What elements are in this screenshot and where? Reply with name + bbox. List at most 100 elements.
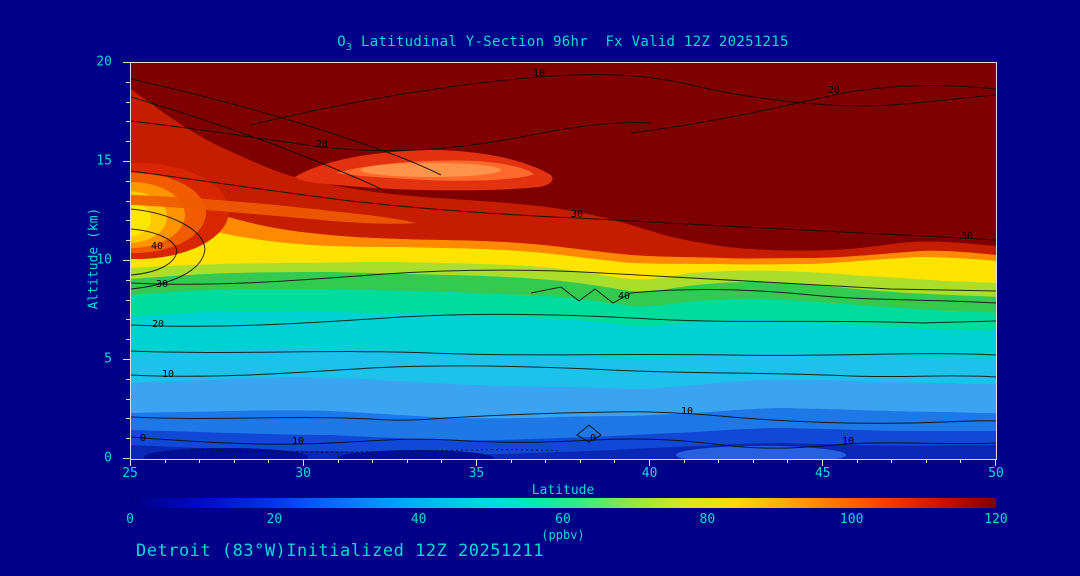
x-tick-mark [510,459,512,463]
x-axis-label: Latitude [531,483,595,498]
y-tick-mark [126,438,130,440]
contour-label: 10 [681,406,693,417]
y-tick-mark [126,319,130,321]
x-tick-mark [476,459,477,466]
contour-lines [131,74,996,453]
y-tick-mark [126,141,130,143]
x-tick-mark [856,459,858,463]
contour-label: 20 [316,139,328,150]
contour-label: 10 [533,68,545,79]
y-tick-label: 10 [96,252,112,268]
chart-title-rest: Latitudinal Y-Section 96hr Fx Valid 12Z … [352,34,789,50]
contour-line [630,85,996,134]
contour-line-dotted [190,448,562,453]
contour-line [530,286,996,304]
surface-low-ozone-patch-1 [144,448,308,459]
y-tick-mark [123,359,130,360]
contour-label: 30 [156,279,168,290]
contour-line [131,313,996,327]
x-tick-mark [614,459,616,463]
y-tick-mark [123,62,130,63]
contour-field-svg: 10 20 20 30 30 40 30 40 20 10 10 0 10 0 10 [131,63,996,459]
contour-line [131,365,996,378]
contour-line [131,78,442,176]
y-tick-mark [126,121,130,123]
y-tick-mark [126,398,130,400]
contour-label: 30 [961,231,973,242]
contour-label-group: 10 20 20 30 30 40 30 40 20 10 10 0 10 0 10 [140,68,973,447]
colorbar-tick-label: 100 [839,512,864,527]
colorbar-tick-label: 20 [266,512,283,527]
y-tick-label: 0 [104,450,112,466]
y-tick-mark [126,339,130,341]
y-tick-mark [126,240,130,242]
x-tick-label: 50 [988,466,1004,481]
contour-line [131,96,382,190]
x-tick-labels: 25 30 35 40 45 50 [122,466,1004,482]
x-tick-mark [822,459,823,466]
station-init-label: Detroit (83°W)Initialized 12Z 20251211 [136,541,544,561]
x-tick-mark [960,459,962,463]
x-tick-label: 45 [814,466,831,481]
x-tick-mark [787,459,789,463]
contour-line [131,228,178,276]
x-tick-mark [441,459,443,463]
contour-label: 20 [828,85,840,96]
y-tick-mark [123,260,130,261]
x-tick-mark [233,459,235,463]
contour-label: 40 [618,291,630,302]
chart-title-prefix: O [337,34,346,50]
contour-line [576,424,602,443]
y-tick-mark [126,378,130,380]
x-tick-mark [164,459,166,463]
y-tick-mark [126,299,130,301]
colorbar-tick-label: 80 [699,512,716,527]
y-tick-mark [126,418,130,420]
ozone-cross-section-plot: 10 20 20 30 30 40 30 40 20 10 10 0 10 0 10 [130,62,997,460]
contour-line [131,269,996,292]
contour-line [131,208,206,290]
contour-label: 40 [151,241,163,252]
x-tick-mark [683,459,685,463]
contour-label: 10 [842,436,854,447]
x-tick-label: 40 [641,466,658,481]
y-tick-labels: 20 15 10 5 0 [60,55,122,466]
x-tick-label: 25 [122,466,138,481]
y-tick-mark [126,220,130,222]
colorbar-tick-label: 120 [984,512,1008,527]
x-tick-mark [406,459,408,463]
y-tick-mark [126,81,130,83]
x-tick-mark [268,459,270,463]
y-tick-marks [123,62,130,459]
y-tick-mark [126,200,130,202]
left-minimum-core [131,201,151,237]
contour-line [131,411,996,424]
y-tick-mark [123,458,130,459]
contour-line [131,170,996,241]
y-tick-label: 15 [96,153,112,169]
x-tick-mark [372,459,374,463]
field-bands [131,63,996,459]
y-tick-mark [126,101,130,103]
x-tick-mark [303,459,304,466]
y-tick-label: 5 [104,351,112,367]
x-tick-mark [995,459,996,466]
x-tick-mark [579,459,581,463]
colorbar-tick-label: 0 [126,512,134,527]
contour-label: 10 [162,369,174,380]
y-tick-mark [126,279,130,281]
contour-label: 20 [152,319,164,330]
chart-title: O3 Latitudinal Y-Section 96hr Fx Valid 1… [130,34,996,53]
y-tick-label: 20 [96,54,112,70]
colorbar-tick-label: 40 [410,512,427,527]
surface-low-ozone-patch-2 [338,450,494,459]
x-tick-marks [130,459,996,467]
contour-label: 30 [571,209,583,220]
surface-mid-ozone-patch [676,446,846,459]
x-tick-mark [752,459,754,463]
colorbar-tick-labels: 0 20 40 60 80 100 120 [126,512,1008,528]
x-tick-mark [718,459,720,463]
x-tick-mark [545,459,547,463]
orange-filament [131,195,416,224]
